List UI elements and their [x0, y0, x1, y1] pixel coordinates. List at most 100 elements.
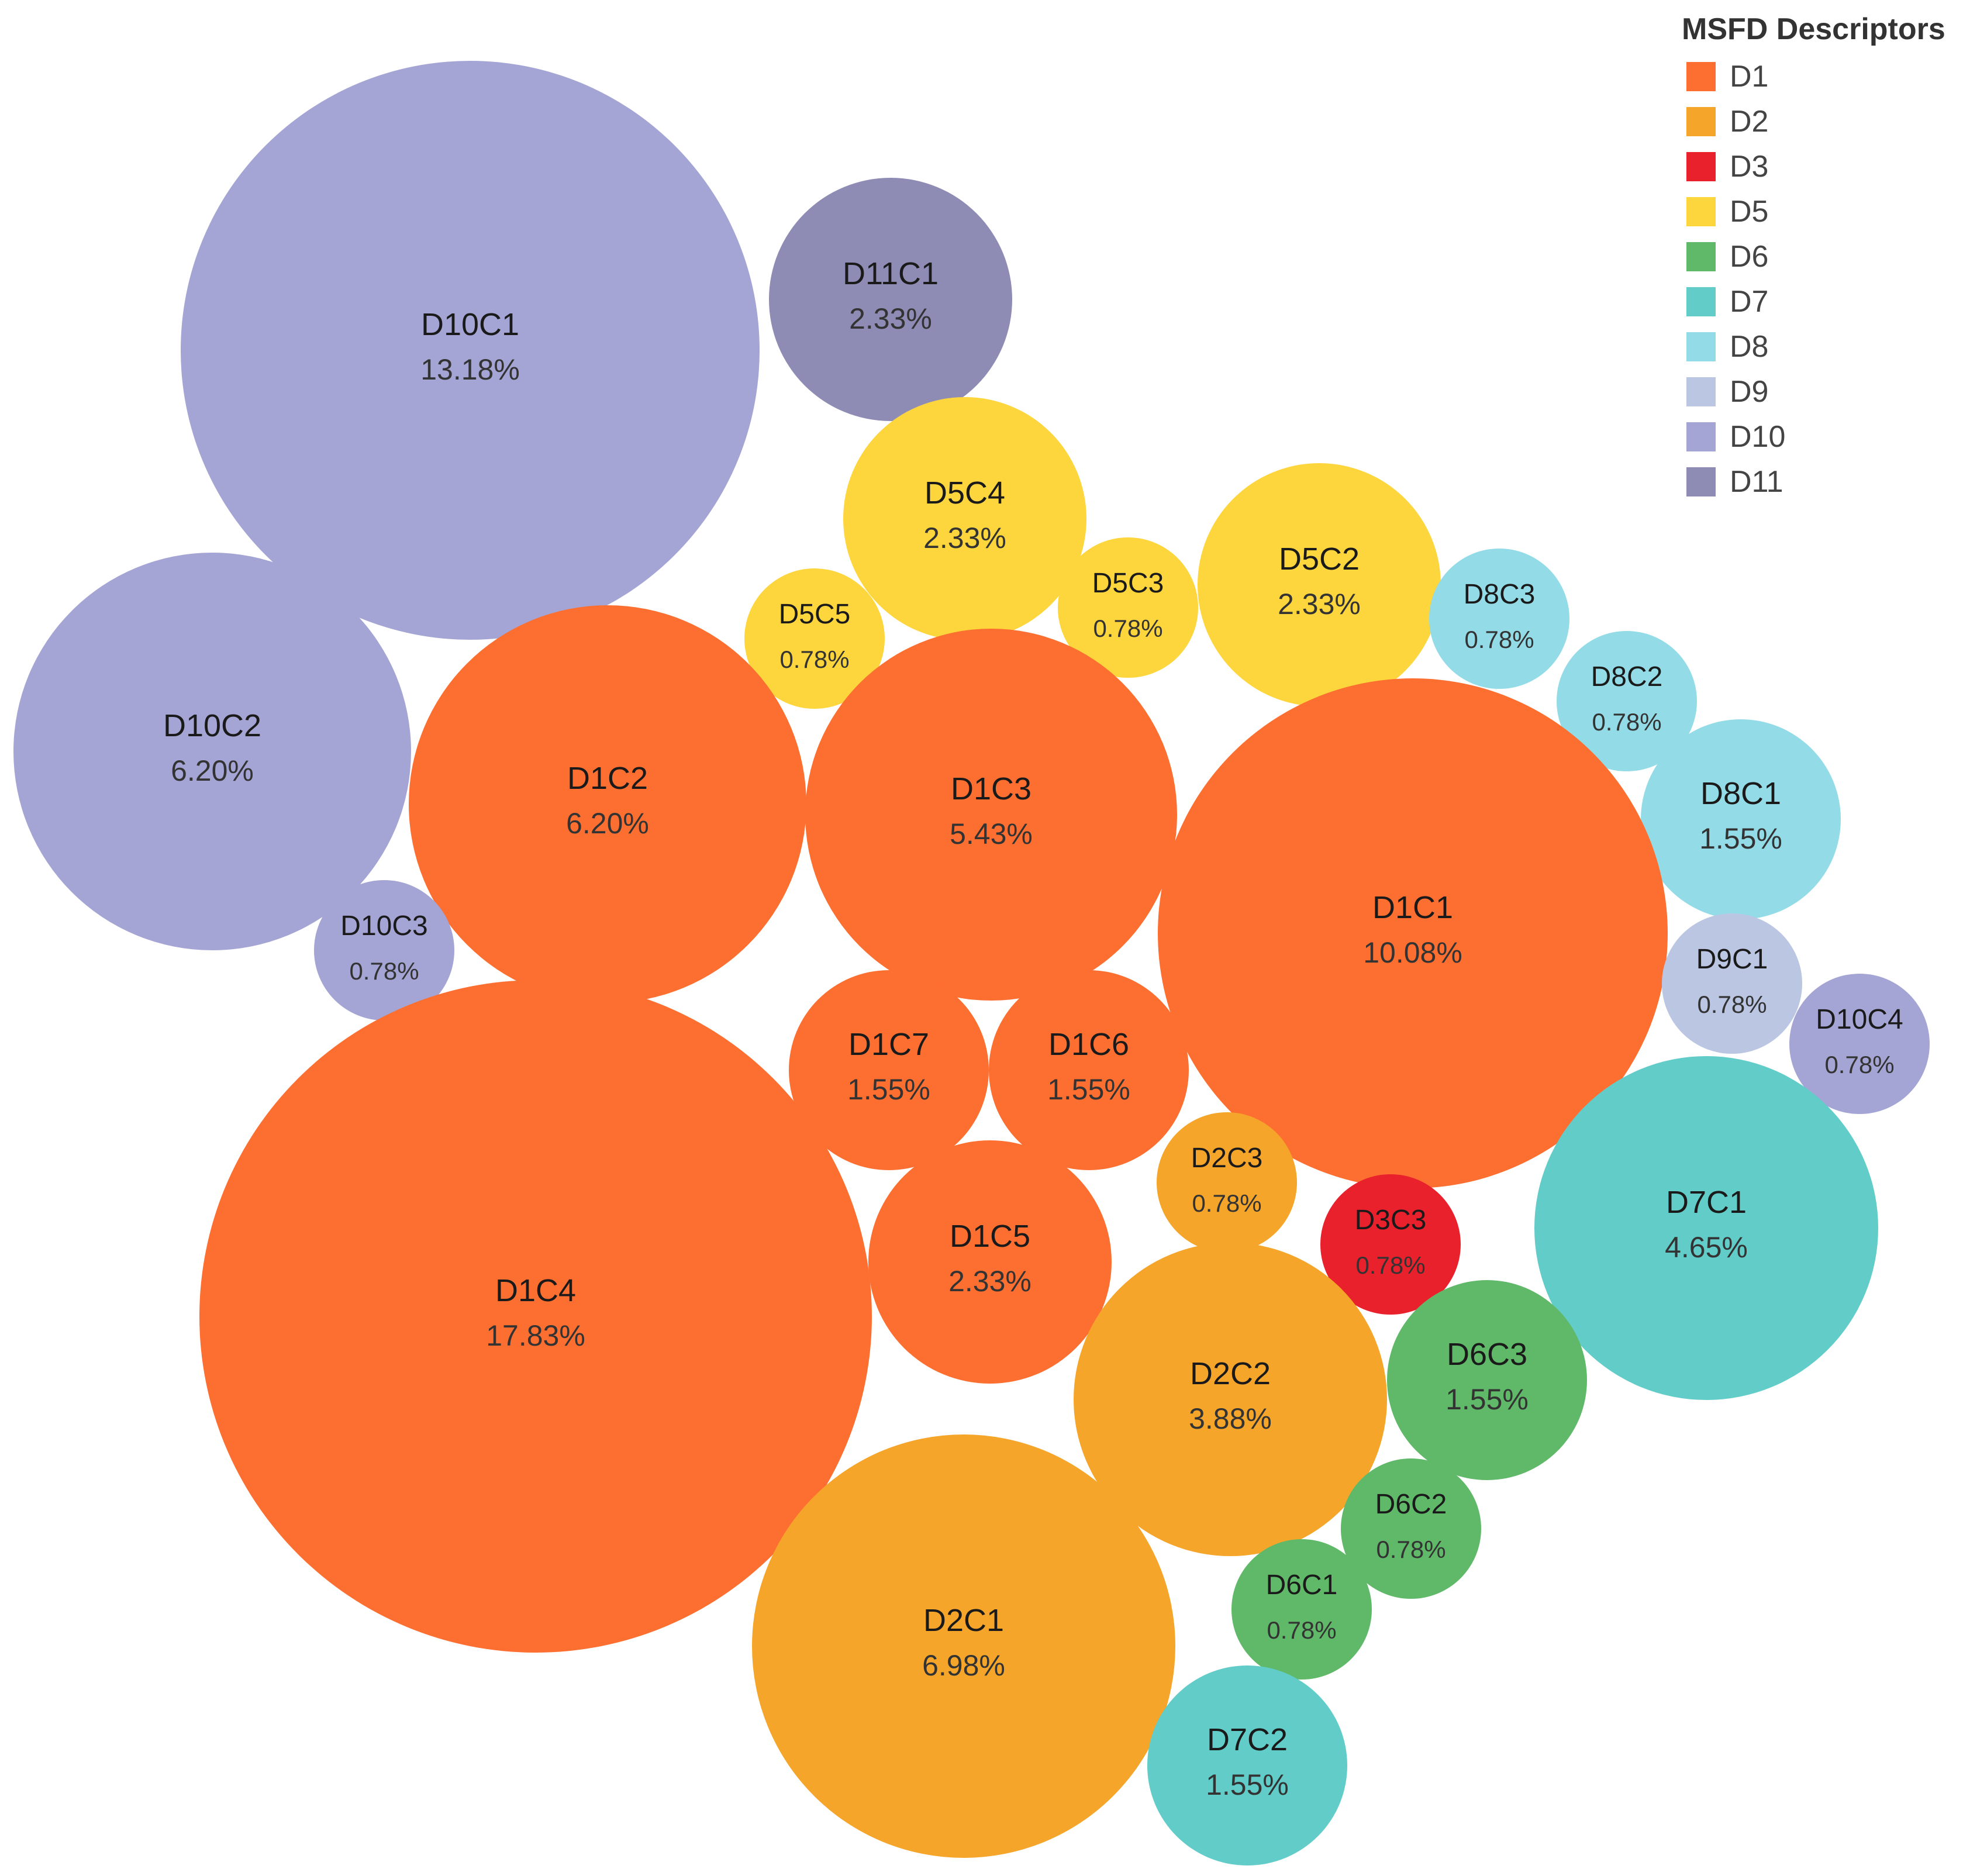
- bubble-label: D2C1: [923, 1603, 1004, 1638]
- bubble-value: 0.78%: [1376, 1536, 1445, 1563]
- legend-item-d10: D10: [1682, 414, 1945, 459]
- legend: MSFD Descriptors D1 D2 D3 D5 D6 D7 D8 D9 D10 D11: [1682, 12, 1945, 504]
- bubble-d9c1: D9C1 0.78%: [1662, 913, 1802, 1054]
- bubble-d5c2: D5C2 2.33%: [1198, 463, 1441, 706]
- bubble-value: 0.78%: [349, 957, 419, 985]
- bubble-label: D8C3: [1464, 579, 1536, 610]
- bubble-label: D8C2: [1591, 661, 1663, 692]
- bubble-circle: [13, 553, 411, 950]
- bubble-value: 6.98%: [922, 1649, 1005, 1682]
- bubble-circle: [1058, 537, 1198, 678]
- legend-item-d5: D5: [1682, 189, 1945, 234]
- bubble-label: D5C5: [779, 599, 851, 630]
- bubble-label: D6C3: [1447, 1337, 1527, 1372]
- bubble-circle: [989, 970, 1189, 1170]
- bubble-circle: [1641, 719, 1841, 919]
- legend-label: D8: [1730, 329, 1769, 364]
- bubble-d8c3: D8C3 0.78%: [1429, 549, 1569, 689]
- bubble-label: D2C2: [1190, 1356, 1271, 1391]
- bubble-d7c2: D7C2 1.55%: [1147, 1665, 1347, 1865]
- bubble-label: D8C1: [1700, 776, 1781, 811]
- legend-label: D10: [1730, 419, 1786, 454]
- bubble-value: 1.55%: [1699, 822, 1782, 855]
- bubble-label: D1C4: [495, 1273, 576, 1308]
- legend-item-d2: D2: [1682, 99, 1945, 144]
- bubble-label: D9C1: [1696, 944, 1768, 975]
- bubble-circle: [181, 61, 760, 640]
- bubble-d1c3: D1C3 5.43%: [805, 629, 1177, 1001]
- bubble-circle: [1198, 463, 1441, 706]
- bubble-value: 1.55%: [847, 1073, 930, 1106]
- bubble-circle: [805, 629, 1177, 1001]
- bubble-d6c1: D6C1 0.78%: [1231, 1539, 1372, 1680]
- legend-item-d11: D11: [1682, 459, 1945, 504]
- bubble-d1c4: D1C4 17.83%: [199, 980, 872, 1653]
- bubble-value: 0.78%: [1192, 1189, 1261, 1217]
- legend-item-d1: D1: [1682, 54, 1945, 99]
- bubble-value: 0.78%: [1824, 1051, 1894, 1078]
- bubble-d5c5: D5C5 0.78%: [744, 568, 885, 709]
- bubble-d10c2: D10C2 6.20%: [13, 553, 411, 950]
- bubble-circle: [1534, 1056, 1878, 1400]
- bubble-d6c2: D6C2 0.78%: [1341, 1458, 1481, 1599]
- bubble-label: D2C3: [1191, 1143, 1263, 1174]
- bubble-label: D11C1: [843, 256, 939, 291]
- legend-swatch: [1686, 287, 1716, 316]
- bubble-value: 0.78%: [1697, 991, 1767, 1018]
- bubble-value: 17.83%: [486, 1319, 585, 1352]
- bubble-circle: [843, 397, 1086, 640]
- bubble-circle: [752, 1434, 1175, 1858]
- legend-label: D9: [1730, 374, 1769, 409]
- bubble-circle: [1320, 1174, 1461, 1315]
- bubble-circle: [789, 970, 989, 1170]
- bubble-value: 13.18%: [420, 353, 520, 386]
- bubble-d1c7: D1C7 1.55%: [789, 970, 989, 1170]
- bubble-d3c3: D3C3 0.78%: [1320, 1174, 1461, 1315]
- bubble-d10c1: D10C1 13.18%: [181, 61, 760, 640]
- legend-label: D5: [1730, 194, 1769, 229]
- legend-item-d8: D8: [1682, 324, 1945, 369]
- bubble-label: D5C3: [1092, 568, 1164, 599]
- bubble-circle: [744, 568, 885, 709]
- bubble-label: D5C2: [1279, 542, 1360, 577]
- bubble-label: D10C3: [340, 911, 427, 942]
- bubble-label: D1C2: [567, 761, 648, 796]
- bubble-d8c1: D8C1 1.55%: [1641, 719, 1841, 919]
- legend-item-d7: D7: [1682, 279, 1945, 324]
- bubble-value: 0.78%: [1267, 1616, 1336, 1644]
- bubble-label: D7C2: [1207, 1722, 1288, 1757]
- bubble-label: D1C6: [1048, 1027, 1129, 1062]
- legend-swatch: [1686, 242, 1716, 271]
- legend-items: D1 D2 D3 D5 D6 D7 D8 D9 D10 D11: [1682, 54, 1945, 504]
- bubble-value: 1.55%: [1206, 1768, 1289, 1801]
- bubble-value: 1.55%: [1445, 1383, 1529, 1416]
- bubble-circle: [1231, 1539, 1372, 1680]
- bubble-d10c3: D10C3 0.78%: [314, 880, 454, 1020]
- bubble-value: 2.33%: [948, 1265, 1031, 1298]
- bubble-label: D7C1: [1666, 1185, 1747, 1220]
- bubble-label: D5C4: [924, 475, 1005, 511]
- bubble-circle: [1341, 1458, 1481, 1599]
- bubble-d8c2: D8C2 0.78%: [1557, 631, 1697, 771]
- legend-swatch: [1686, 151, 1716, 181]
- bubble-d1c5: D1C5 2.33%: [868, 1140, 1112, 1384]
- bubble-d5c4: D5C4 2.33%: [843, 397, 1086, 640]
- legend-title: MSFD Descriptors: [1682, 12, 1945, 46]
- bubble-d1c2: D1C2 6.20%: [409, 605, 806, 1003]
- bubble-label: D10C1: [421, 307, 519, 342]
- bubble-circle: [769, 178, 1012, 421]
- legend-swatch: [1686, 467, 1716, 496]
- bubble-value: 2.33%: [849, 302, 932, 335]
- bubble-circle: [1789, 974, 1930, 1114]
- bubble-label: D6C1: [1266, 1570, 1338, 1601]
- bubble-d2c1: D2C1 6.98%: [752, 1434, 1175, 1858]
- bubble-circle: [1662, 913, 1802, 1054]
- bubble-value: 2.33%: [1278, 588, 1361, 620]
- bubble-value: 1.55%: [1047, 1073, 1130, 1106]
- legend-swatch: [1686, 61, 1716, 91]
- bubble-circle: [1147, 1665, 1347, 1865]
- legend-item-d3: D3: [1682, 144, 1945, 189]
- bubble-circle: [1429, 549, 1569, 689]
- legend-label: D7: [1730, 284, 1769, 319]
